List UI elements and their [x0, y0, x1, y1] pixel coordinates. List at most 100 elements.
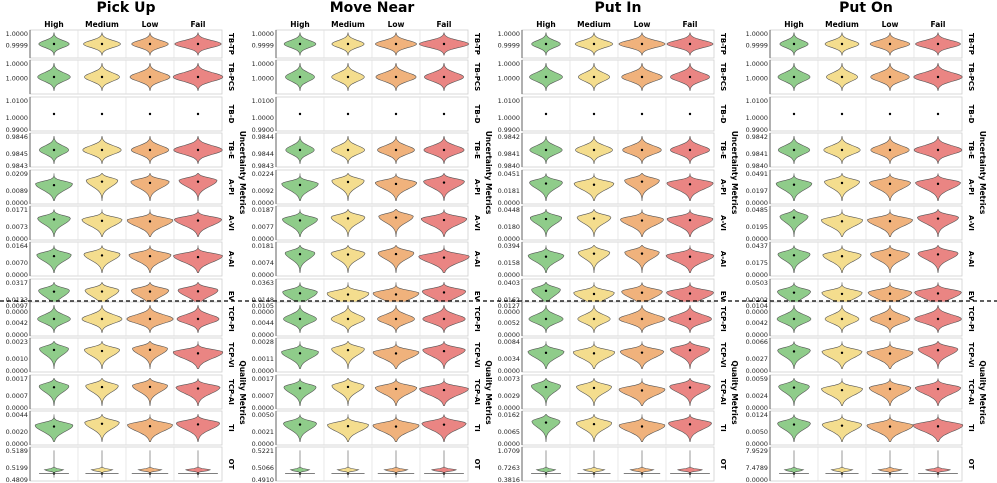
violin-fail	[423, 173, 465, 201]
violin-medium	[821, 414, 863, 442]
median-dot	[936, 387, 940, 391]
median-dot	[936, 42, 940, 46]
tick-label: 0.0000	[6, 235, 28, 243]
median-dot	[936, 75, 940, 79]
tick-label: 0.9844	[252, 133, 274, 141]
violin-medium	[336, 450, 360, 478]
violin-high	[531, 414, 561, 442]
tick-label: 0.9999	[498, 41, 520, 49]
metric-label: TCP-VI	[227, 342, 235, 367]
median-dot	[792, 423, 796, 426]
tick-label: 0.0000	[252, 271, 274, 279]
violin-fail	[917, 341, 959, 369]
tick-label: 0.0000	[746, 404, 768, 412]
median-dot	[346, 112, 350, 116]
median-dot	[640, 112, 644, 116]
median-dot	[100, 75, 104, 79]
violin-medium	[90, 450, 114, 478]
tick-label: 0.0042	[746, 319, 768, 327]
median-dot	[888, 75, 892, 79]
violin-high	[777, 414, 811, 442]
category-header: Low	[634, 20, 651, 29]
metric-label: TB-PCS	[227, 63, 235, 91]
median-dot	[592, 386, 596, 390]
violin-low	[620, 209, 664, 237]
median-dot	[544, 148, 548, 152]
tick-label: 0.0028	[252, 338, 274, 346]
median-dot	[394, 293, 398, 296]
violin-medium	[821, 378, 863, 406]
median-dot	[100, 317, 104, 321]
metric-label: A-PI	[227, 179, 235, 195]
tick-label: 0.0202	[746, 296, 768, 304]
violin-fail	[418, 245, 470, 273]
tick-label: 0.0059	[746, 375, 768, 383]
violin-low	[866, 414, 914, 442]
tick-label: 1.0709	[498, 447, 520, 455]
violin-fail	[915, 173, 961, 201]
metric-label: OT	[227, 459, 235, 470]
violin-low	[624, 173, 660, 201]
tick-label: 0.0000	[746, 367, 768, 375]
tick-label: 0.0000	[252, 440, 274, 448]
category-header: Medium	[825, 20, 859, 29]
median-dot	[100, 180, 104, 183]
tick-label: 0.0000	[498, 440, 520, 448]
panel-title: Put In	[595, 0, 642, 16]
tick-label: 0.0089	[6, 187, 28, 195]
median-dot	[592, 252, 596, 255]
violin-medium	[830, 450, 854, 478]
tick-label: 0.0000	[252, 404, 274, 412]
violin-high	[38, 378, 70, 406]
tick-label: 0.0011	[252, 355, 274, 363]
median-dot	[394, 42, 398, 46]
tick-label: 7.9529	[746, 447, 768, 455]
category-header: Medium	[577, 20, 611, 29]
median-dot	[442, 423, 446, 426]
violin-high	[39, 341, 69, 369]
violin-fail	[665, 245, 715, 273]
median-dot	[52, 75, 56, 79]
violin-high	[281, 173, 319, 201]
metric-label: A-PI	[967, 179, 975, 195]
tick-label: 0.0092	[252, 187, 274, 195]
tick-label: 1.0000	[6, 60, 28, 68]
metric-label: A-PI	[719, 179, 727, 195]
violin-medium	[331, 341, 365, 369]
median-dot	[544, 289, 548, 293]
violin-high	[282, 209, 318, 237]
median-dot	[592, 183, 596, 186]
median-dot	[688, 292, 692, 295]
violin-medium	[577, 245, 611, 273]
median-dot	[196, 317, 200, 321]
violin-fail	[925, 450, 951, 478]
tick-label: 0.0074	[252, 259, 274, 267]
median-dot	[592, 217, 596, 220]
metric-label: EV	[473, 291, 481, 302]
median-dot	[52, 386, 56, 389]
median-dot	[52, 183, 56, 187]
violin-high	[527, 341, 565, 369]
median-dot	[52, 290, 56, 293]
median-dot	[52, 148, 56, 152]
tick-label: 0.0050	[252, 411, 274, 419]
violin-fail	[422, 341, 466, 369]
median-dot	[936, 112, 940, 116]
median-dot	[592, 148, 596, 152]
tick-label: 0.0181	[252, 242, 274, 250]
violin-medium	[330, 245, 366, 273]
tick-label: 0.0066	[746, 338, 768, 346]
tick-label: 0.0451	[498, 170, 520, 178]
median-dot	[544, 217, 548, 221]
violin-high	[283, 378, 317, 406]
median-dot	[544, 255, 548, 258]
tick-label: 0.9845	[6, 150, 28, 158]
tick-label: 0.0164	[6, 242, 28, 250]
violin-high	[35, 173, 73, 201]
tick-label: 0.0224	[252, 170, 274, 178]
metric-label: TB-D	[719, 105, 727, 124]
median-dot	[394, 75, 398, 79]
median-dot	[888, 352, 892, 355]
violin-fail	[677, 450, 703, 478]
violin-high	[281, 341, 319, 369]
